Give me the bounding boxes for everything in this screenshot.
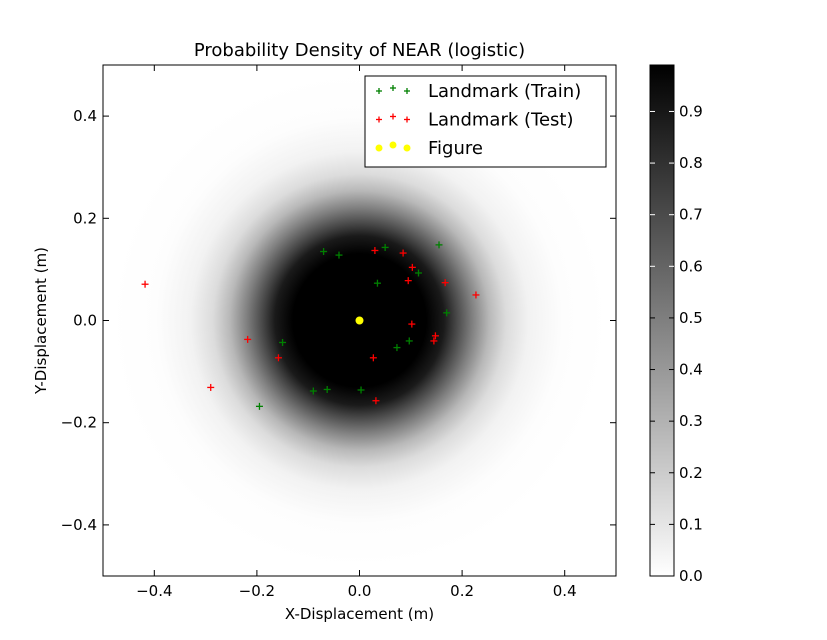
landmark-test-point (141, 280, 149, 288)
landmark-test-point (399, 249, 407, 257)
y-tick-label: −0.4 (61, 516, 97, 534)
y-axis: −0.4 −0.2 0.0 0.2 0.4 (61, 107, 616, 534)
colorbar-tick-label: 0.6 (679, 257, 703, 275)
legend-marker-figure (403, 144, 411, 152)
landmark-train-point (279, 338, 287, 346)
landmark-test-point (431, 332, 439, 340)
legend-marker-landmark-train (376, 88, 382, 94)
figure-point (355, 316, 364, 325)
colorbar-tick-label: 0.5 (679, 309, 703, 327)
legend-marker-landmark-test (404, 116, 410, 123)
colorbar-tick-label: 0.7 (679, 206, 703, 224)
landmark-test-point (441, 279, 449, 287)
colorbar-tick-label: 0.2 (679, 464, 703, 482)
x-tick-label: 0.4 (553, 582, 577, 600)
landmark-train-point (309, 387, 317, 395)
chart-title: Probability Density of NEAR (logistic) (194, 40, 525, 61)
landmark-test-point (371, 246, 379, 254)
colorbar-tick-label: 0.1 (679, 515, 703, 533)
legend-marker-landmark-test (390, 113, 396, 120)
landmark-test-point (404, 277, 412, 285)
landmark-test-point (472, 291, 480, 299)
legend: Landmark (Train) Landmark (Test) Figure (364, 75, 607, 168)
landmark-train-point (255, 402, 263, 410)
legend-label-figure: Figure (428, 138, 483, 159)
y-axis-label: Y-Displacement (m) (32, 247, 50, 395)
landmark-train-point (373, 279, 381, 287)
colorbar: 0.0 0.1 0.2 0.3 0.4 0.5 0.6 0.7 0.8 0.9 (649, 64, 703, 585)
colorbar-ticks: 0.0 0.1 0.2 0.3 0.4 0.5 0.6 0.7 0.8 0.9 (650, 102, 703, 585)
y-tick-label: 0.2 (73, 209, 97, 227)
landmark-test-point (408, 263, 416, 271)
landmark-train-point (405, 337, 413, 345)
colorbar-tick-label: 0.4 (679, 361, 703, 379)
landmark-train-point (335, 251, 343, 259)
landmark-train-point (357, 386, 365, 394)
legend-label-landmark-train: Landmark (Train) (428, 81, 581, 102)
legend-marker-figure (389, 141, 397, 149)
colorbar-tick-label: 0.0 (679, 567, 703, 585)
landmark-test-point (207, 383, 215, 391)
landmark-test-point (408, 320, 416, 328)
legend-label-landmark-test: Landmark (Test) (428, 110, 574, 131)
x-tick-label: 0.0 (348, 582, 372, 600)
landmark-test-point (430, 337, 438, 345)
colorbar-tick-label: 0.9 (679, 102, 703, 120)
landmark-train-point (381, 243, 389, 251)
scatter-marks (141, 241, 480, 410)
x-axis: −0.4 −0.2 0.0 0.2 0.4 (136, 65, 577, 600)
landmark-train-point (414, 269, 422, 277)
y-tick-label: −0.2 (61, 414, 97, 432)
colorbar-tick-label: 0.3 (679, 412, 703, 430)
legend-marker-landmark-test (376, 116, 382, 123)
legend-marker-landmark-train (404, 88, 410, 94)
colorbar-gradient (649, 64, 675, 577)
landmark-train-point (320, 248, 328, 256)
landmark-train-point (393, 344, 401, 352)
colorbar-tick-label: 0.8 (679, 154, 703, 172)
landmark-train-point (443, 309, 451, 317)
y-tick-label: 0.0 (73, 312, 97, 330)
x-axis-label: X-Displacement (m) (285, 605, 434, 623)
landmark-test-point (244, 335, 252, 343)
y-tick-label: 0.4 (73, 107, 97, 125)
landmark-test-point (372, 397, 380, 405)
x-tick-label: −0.2 (239, 582, 275, 600)
landmark-test-point (369, 354, 377, 362)
landmark-test-point (274, 354, 282, 362)
landmark-train-point (435, 241, 443, 249)
legend-marker-figure (375, 144, 383, 152)
x-tick-label: −0.4 (136, 582, 172, 600)
landmark-train-point (323, 385, 331, 393)
legend-marker-landmark-train (390, 85, 396, 91)
x-tick-label: 0.2 (450, 582, 474, 600)
